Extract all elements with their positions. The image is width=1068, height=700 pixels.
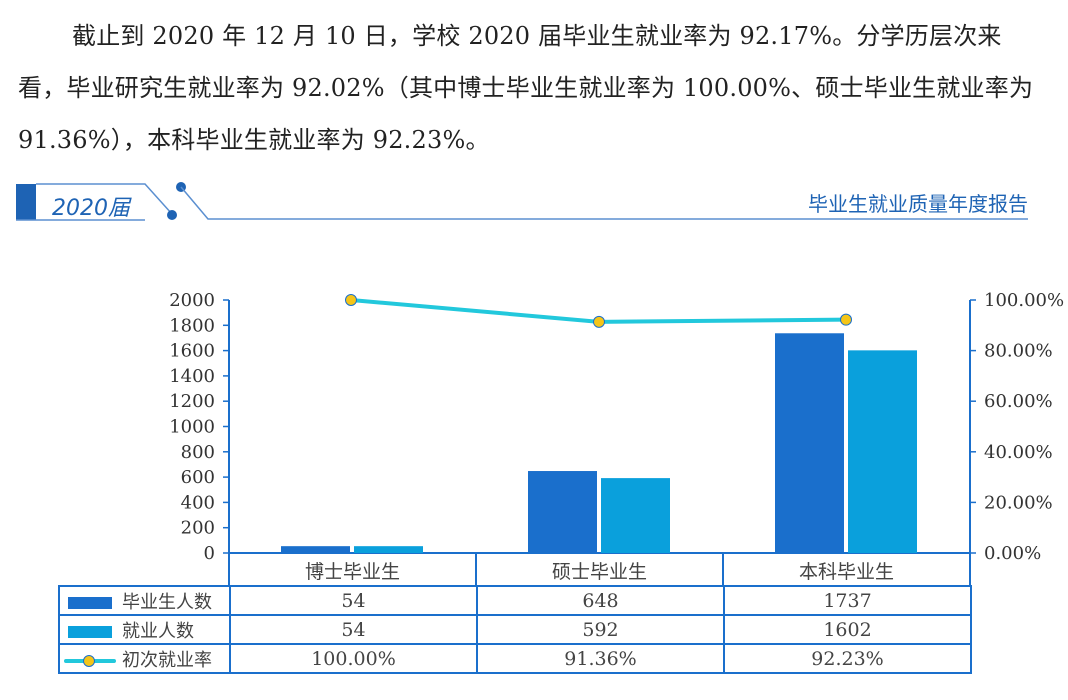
legend-swatch	[68, 596, 112, 609]
bar-employed	[601, 478, 670, 553]
cell: 648	[476, 585, 725, 616]
y-tick-label: 200	[181, 518, 215, 539]
y-tick-label: 400	[181, 492, 215, 513]
legend-graduates: 毕业生人数	[58, 585, 231, 616]
y-tick-label: 800	[181, 442, 215, 463]
rate-marker	[345, 294, 357, 306]
table-row: 毕业生人数 54 648 1737	[58, 585, 972, 616]
cell: 592	[476, 614, 725, 645]
legend-label: 毕业生人数	[122, 591, 212, 613]
y-tick-label: 0	[204, 543, 215, 564]
y-tick-label: 2000	[169, 290, 215, 311]
y-tick-label: 1200	[169, 391, 215, 412]
legend-label: 就业人数	[122, 620, 194, 642]
y2-tick-label: 0.00%	[984, 543, 1041, 564]
bar-employed	[354, 546, 423, 553]
table-row: 初次就业率 100.00% 91.36% 92.23%	[58, 643, 972, 674]
x-tick-label: 博士毕业生	[305, 561, 400, 583]
summary-paragraph: 截止到 2020 年 12 月 10 日，学校 2020 届毕业生就业率为 92…	[18, 22, 1034, 154]
y-tick-label: 1600	[169, 341, 215, 362]
cell: 100.00%	[229, 643, 478, 674]
y-tick-label: 1000	[169, 417, 215, 438]
cell: 91.36%	[476, 643, 725, 674]
bar-graduates	[528, 471, 597, 553]
banner-decoration	[16, 182, 1028, 221]
legend-label: 初次就业率	[122, 649, 212, 671]
data-table: 毕业生人数 54 648 1737 就业人数 54 592 1602 初次就业率…	[58, 585, 972, 674]
bar-graduates	[775, 333, 844, 553]
x-tick-label: 硕士毕业生	[552, 561, 647, 583]
y2-tick-label: 80.00%	[984, 341, 1053, 362]
rate-marker	[593, 315, 605, 328]
y-tick-label: 1400	[169, 366, 215, 387]
table-row: 就业人数 54 592 1602	[58, 614, 972, 645]
cell: 1737	[723, 585, 972, 616]
bar-graduates	[281, 546, 350, 553]
rate-marker	[840, 313, 852, 326]
y2-tick-label: 100.00%	[984, 290, 1064, 311]
y2-tick-label: 20.00%	[984, 492, 1053, 513]
banner-title: 2020届	[52, 196, 130, 221]
bar-employed	[848, 350, 917, 553]
cell: 54	[229, 585, 478, 616]
y-tick-label: 1800	[169, 315, 215, 336]
y-tick-label: 600	[181, 467, 215, 488]
report-title: 毕业生就业质量年度报告	[808, 192, 1028, 216]
x-tick-label: 本科毕业生	[799, 561, 894, 583]
legend-employed: 就业人数	[58, 614, 231, 645]
legend-line-marker	[64, 654, 116, 667]
y2-tick-label: 60.00%	[984, 391, 1053, 412]
cell: 1602	[723, 614, 972, 645]
legend-rate: 初次就业率	[58, 643, 231, 674]
cell: 92.23%	[723, 643, 972, 674]
y2-tick-label: 40.00%	[984, 442, 1053, 463]
cell: 54	[229, 614, 478, 645]
legend-swatch	[68, 625, 112, 638]
